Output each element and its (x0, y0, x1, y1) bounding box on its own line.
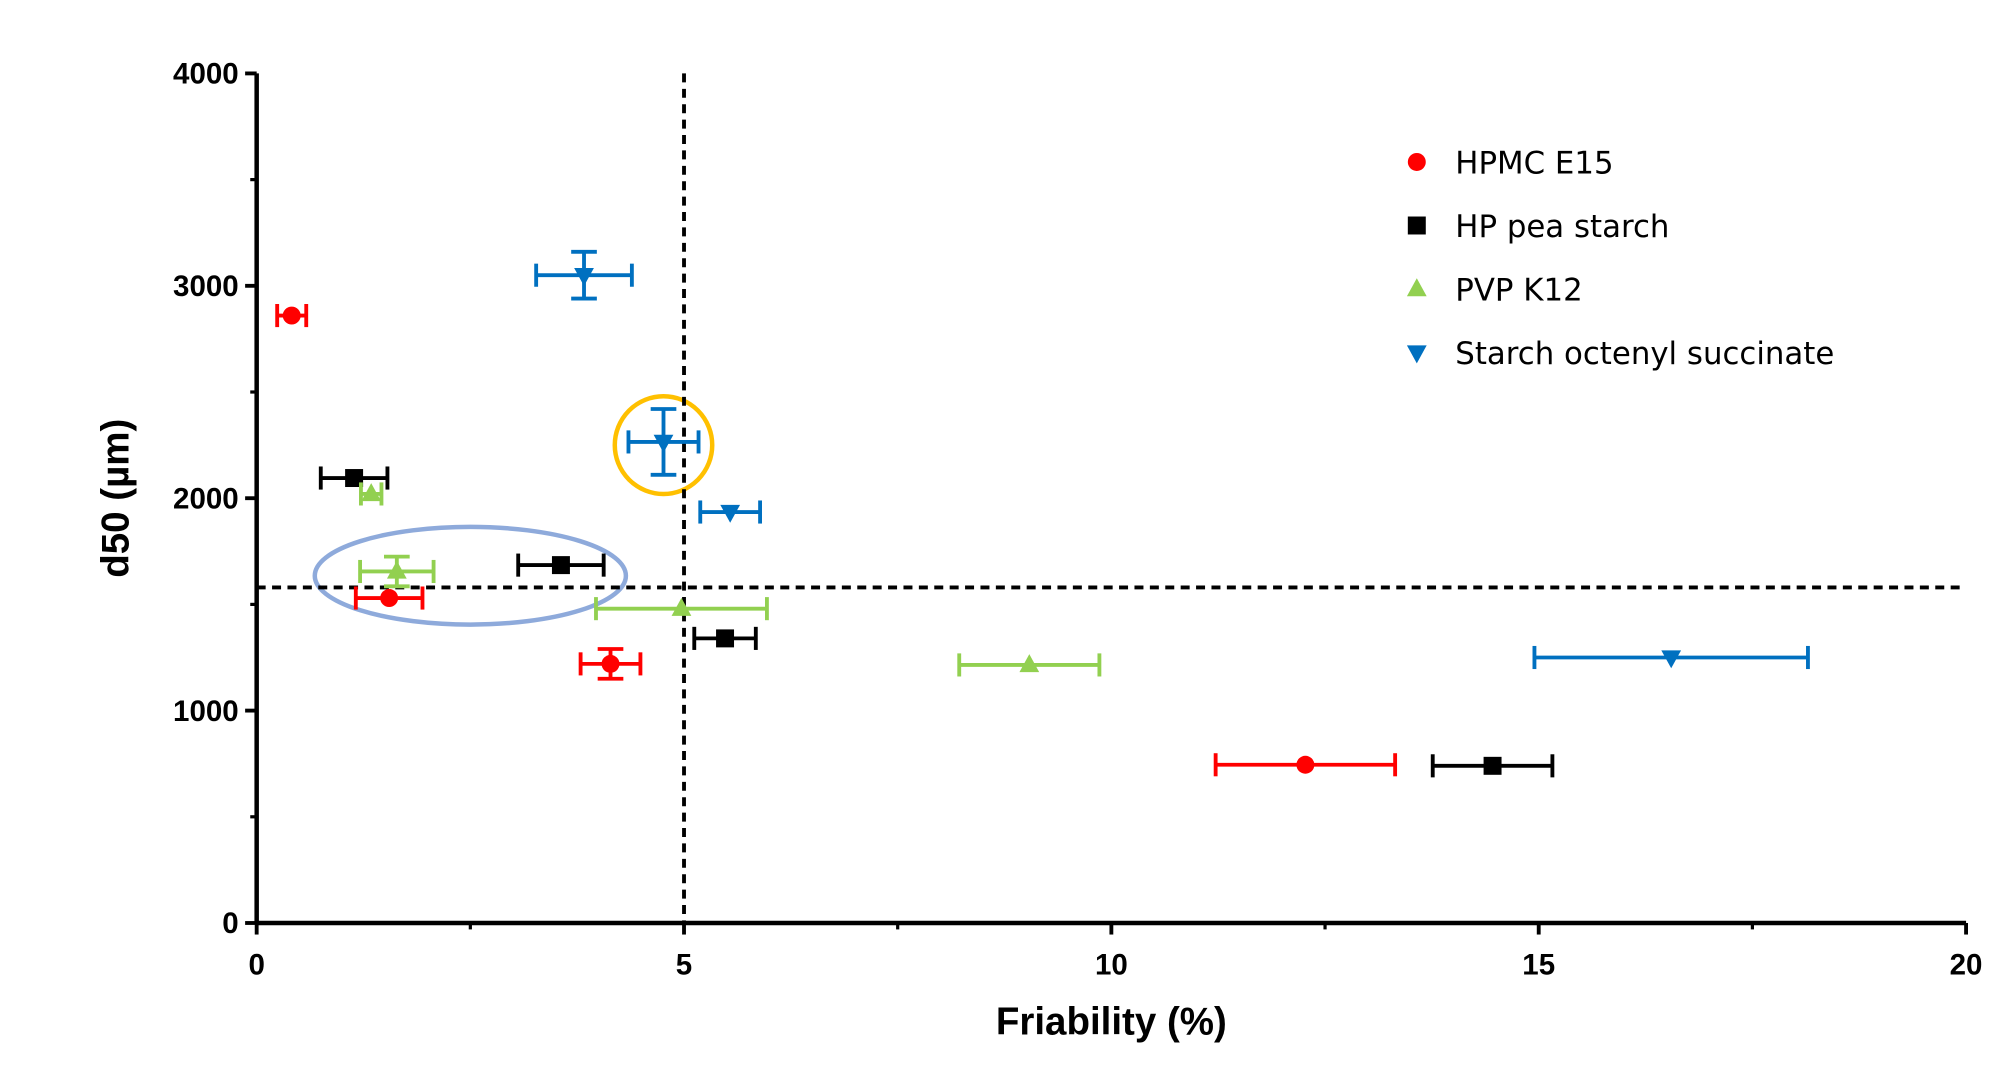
y-tick-label: 1000 (173, 695, 239, 728)
marker-circle (380, 589, 399, 608)
marker-circle (1407, 152, 1426, 171)
x-tick-label: 15 (1522, 948, 1555, 981)
x-tick-label: 10 (1095, 948, 1128, 981)
y-tick-label: 2000 (173, 482, 239, 515)
annotation-circle (612, 394, 715, 497)
marker-triangle-up (361, 483, 382, 502)
y-tick-label: 0 (222, 907, 238, 940)
marker-circle (282, 306, 301, 325)
marker-square (1483, 756, 1502, 775)
marker-triangle-down (574, 268, 594, 286)
x-tick-label: 20 (1950, 948, 1983, 981)
reference-lines (256, 73, 1967, 923)
legend-item: HP pea starch (1407, 209, 1669, 245)
y-tick-label: 3000 (173, 270, 239, 303)
legend-label: Starch octenyl succinate (1455, 336, 1834, 372)
series-hp-pea-starch (318, 466, 1555, 778)
x-axis-label: Friability (%) (996, 1001, 1227, 1044)
marker-circle (601, 654, 620, 673)
legend-label: HPMC E15 (1455, 146, 1613, 182)
series-starch-octenyl-succinate (534, 249, 1810, 670)
legend-label: HP pea starch (1455, 209, 1669, 245)
y-tick-label: 4000 (173, 58, 239, 91)
marker-triangle-up (671, 597, 692, 616)
marker-square (1407, 216, 1426, 235)
series-pvp-k12 (358, 482, 1102, 677)
marker-square (716, 629, 735, 648)
marker-triangle-down (720, 504, 741, 523)
legend-label: PVP K12 (1455, 273, 1582, 309)
legend-item: HPMC E15 (1407, 146, 1614, 182)
x-tick-label: 0 (248, 948, 264, 981)
x-tick-label: 5 (676, 948, 692, 981)
axes: 0 5 10 15 20 0 1000 2000 3000 4000 (173, 58, 1982, 982)
marker-triangle-down (1406, 345, 1427, 364)
series-hpmc-e15 (275, 304, 1398, 777)
y-axis-label: d50 (µm) (94, 419, 137, 578)
annotations (312, 394, 715, 627)
legend-item: Starch octenyl succinate (1406, 336, 1834, 372)
marker-triangle-down (1661, 650, 1682, 669)
marker-triangle-down (653, 434, 674, 453)
marker-square (551, 556, 570, 575)
marker-triangle-up (1019, 654, 1040, 673)
marker-triangle-up (386, 560, 407, 579)
data-series (275, 249, 1810, 778)
marker-square (345, 469, 364, 488)
annotation-ellipse (312, 524, 629, 627)
legend: HPMC E15 HP pea starch PVP K12 Starch octen… (1406, 146, 1834, 372)
legend-item: PVP K12 (1406, 273, 1583, 309)
marker-triangle-up (1406, 278, 1427, 297)
marker-circle (1296, 755, 1315, 774)
